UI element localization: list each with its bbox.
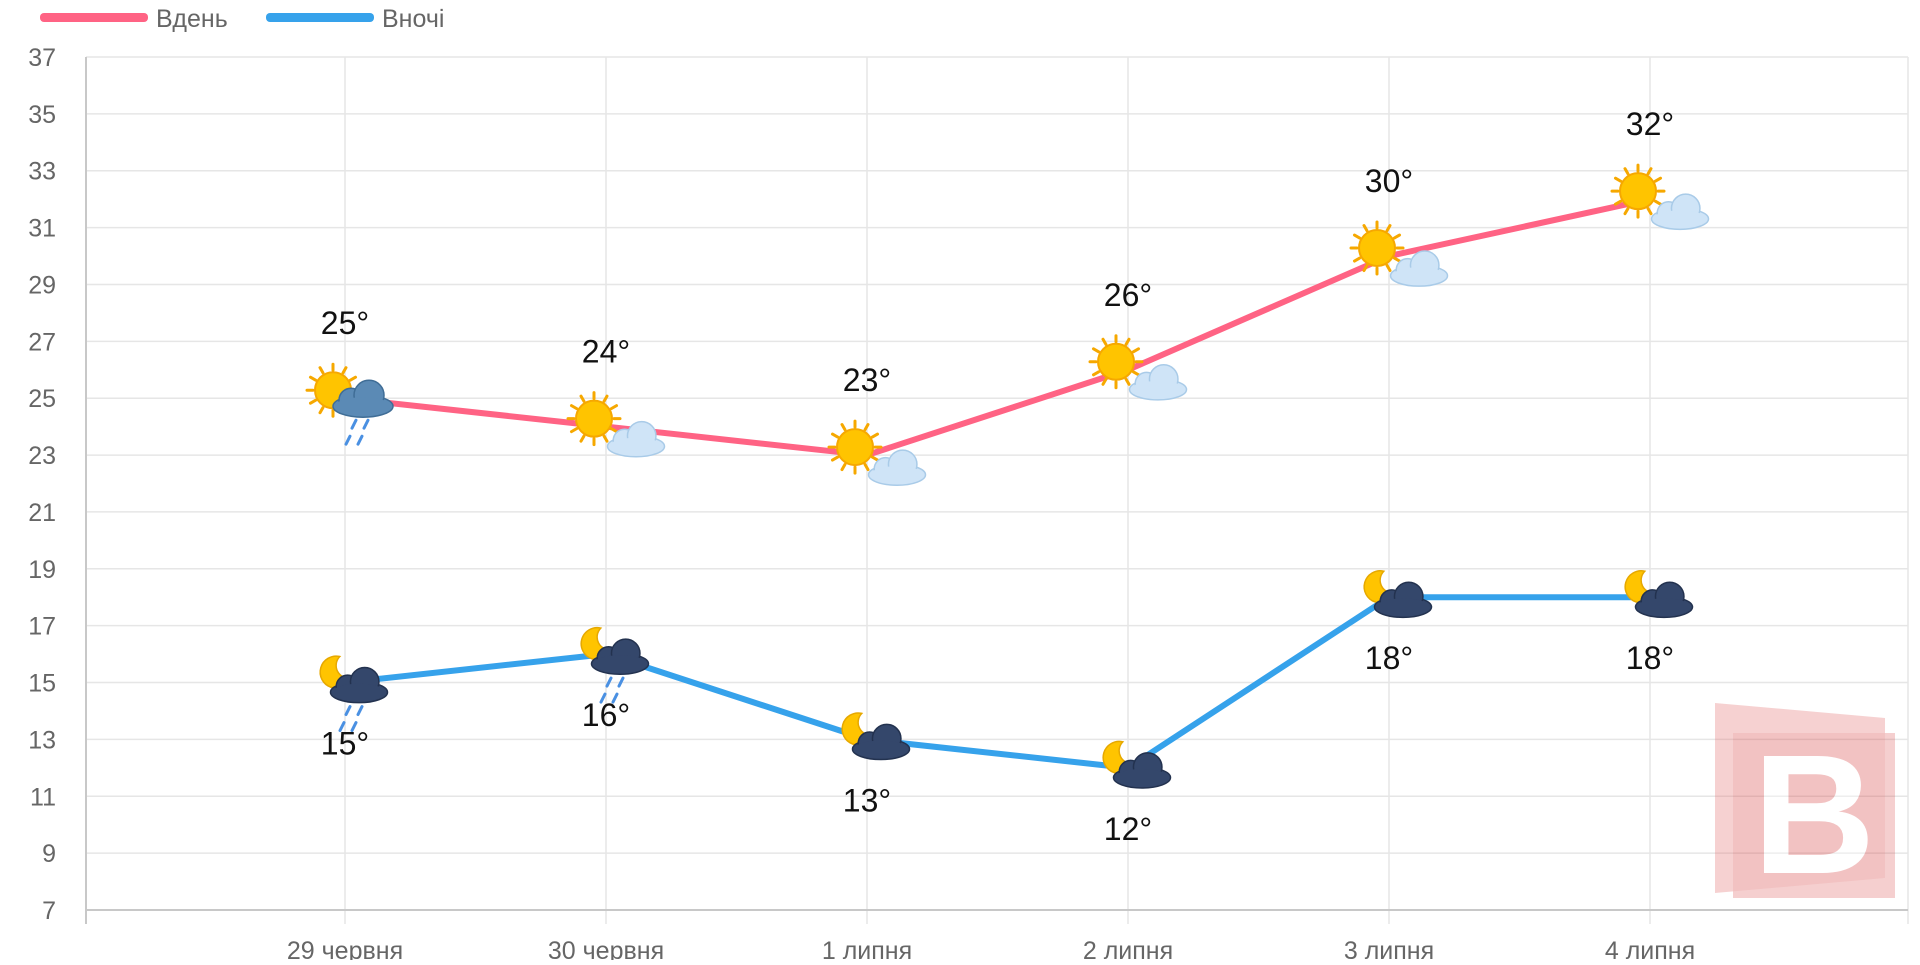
legend[interactable]: Вдень Вночі [40,5,444,33]
moon-cloud-icon [1624,570,1694,619]
data-labels: 25° 24° 23° 26° 30° 32° 15° 16° 13° 12° 18° 18° [321,106,1674,847]
legend-label: Вдень [156,5,228,33]
y-tick-label: 13 [28,726,56,754]
cloud [1650,193,1710,231]
watermark-shape [1733,733,1895,898]
y-tick-label: 33 [28,158,56,186]
series-line-day [342,196,1653,459]
moon-cloud-icon [1363,570,1433,619]
y-tick-label: 7 [42,897,56,925]
grid [85,56,1909,924]
cloud [1389,250,1449,287]
sun-cloud-icon [566,391,666,458]
sun-cloud-icon [1349,220,1449,287]
x-tick-label: 30 червня [548,937,664,960]
y-tick-label: 25 [28,385,56,413]
sun-cloud-icon [827,419,927,486]
data-label: 23° [843,362,891,398]
data-label: 30° [1365,163,1413,199]
sun-rays [827,419,883,475]
sun-disc [1619,172,1657,211]
y-tick-label: 29 [28,271,56,299]
rain-drops [338,705,364,733]
sun-cloud-icon [1088,334,1188,401]
cloud [590,638,650,675]
data-label: 16° [582,697,630,733]
data-label: 32° [1626,106,1674,142]
x-tick-label: 29 червня [287,937,403,960]
y-tick-label: 15 [28,670,56,698]
y-tick-label: 21 [28,499,56,527]
sun-disc [1358,229,1396,268]
legend-item-night[interactable]: Вночі [266,5,444,33]
y-tick-label: 11 [30,783,56,811]
rain-drops [599,676,625,704]
sun-rays [1088,334,1144,390]
y-tick-label: 23 [28,442,56,470]
y-tick-label: 17 [28,613,56,641]
legend-swatch [40,13,148,22]
sun-cloud-icon [1610,163,1710,231]
watermark-letter: B [1753,720,1876,910]
data-label: 18° [1365,640,1413,676]
y-tick-label: 35 [28,101,56,129]
data-label: 25° [321,305,369,341]
cloud [329,666,389,704]
cloud [1634,581,1694,619]
sun-rays [1349,220,1405,276]
data-label: 13° [843,782,891,818]
cloud [851,723,911,761]
cloud [332,379,394,418]
data-label: 15° [321,726,369,762]
moon-cloud-icon [841,712,911,761]
watermark-b-icon: B [1715,703,1895,910]
y-tick-label: 27 [28,328,56,356]
cloud [606,420,666,458]
sun-rays [566,391,622,447]
y-tick-label: 31 [28,215,56,243]
sun-disc [836,428,874,467]
sun-rays [1610,163,1666,219]
rain-drops [344,418,370,446]
data-label: 12° [1104,811,1152,847]
moon-cloud-rain-icon [580,626,650,704]
legend-item-day[interactable]: Вдень [40,5,228,33]
y-tick-label: 37 [28,44,56,72]
moon-cloud-icon [1102,740,1172,789]
sun-cloud-rain-icon [305,362,394,446]
weather-icons [305,163,1710,789]
legend-swatch [266,13,374,22]
x-tick-label: 3 липня [1344,937,1434,960]
y-tick-label: 9 [42,840,56,868]
sun-disc [575,399,613,438]
series-line-night [342,594,1653,771]
moon-cloud-rain-icon [319,655,389,733]
sun-disc [1097,342,1135,381]
x-tick-label: 1 липня [822,937,912,960]
y-tick-label: 19 [28,556,56,584]
data-label: 26° [1104,277,1152,313]
watermark-logo: B [1715,703,1895,910]
x-tick-label: 4 липня [1605,937,1695,960]
cloud [1112,752,1172,789]
series-lines [341,195,1654,772]
cloud [1128,364,1188,401]
data-label: 18° [1626,640,1674,676]
cloud [867,449,927,486]
legend-label: Вночі [382,5,444,33]
data-label: 24° [582,334,630,370]
cloud [1373,581,1433,619]
watermark-shape [1715,703,1885,893]
x-tick-label: 2 липня [1083,937,1173,960]
